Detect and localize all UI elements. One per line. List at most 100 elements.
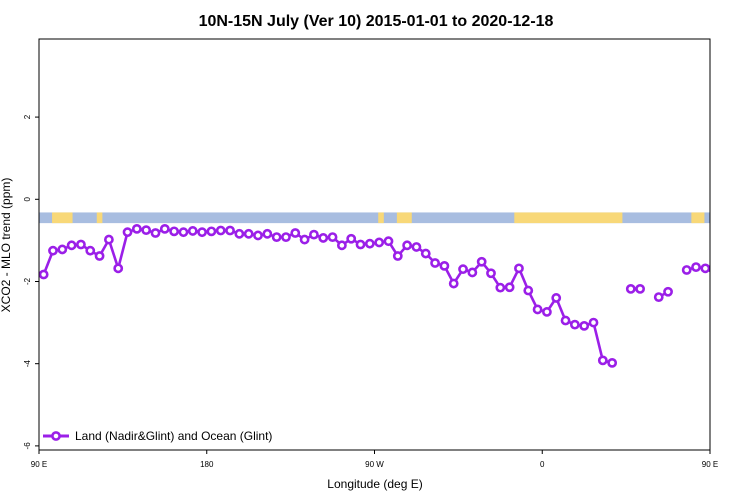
land-region [378, 212, 384, 224]
data-point [551, 293, 562, 303]
data-point [197, 227, 207, 238]
data-point [467, 267, 478, 278]
data-point [635, 283, 646, 294]
data-point [411, 242, 422, 252]
data-point [299, 234, 310, 245]
data-point [709, 271, 710, 275]
data-point [430, 258, 440, 268]
land-ocean-band [39, 212, 732, 224]
data-point [131, 223, 142, 234]
data-point [76, 239, 86, 250]
data-point [625, 283, 636, 294]
chart-title: 10N-15N July (Ver 10) 2015-01-01 to 2020… [199, 13, 554, 30]
data-point [730, 247, 737, 254]
data-point [309, 229, 319, 240]
y-tick-label: -4 [23, 360, 32, 368]
series-line [42, 227, 613, 365]
data-point [495, 282, 506, 293]
data-point [57, 244, 68, 255]
data-point [103, 234, 114, 245]
data-point [318, 233, 329, 243]
data-point [504, 282, 515, 293]
legend-marker [51, 431, 61, 441]
data-point [271, 232, 282, 243]
land-region [52, 212, 73, 224]
data-point [85, 245, 96, 256]
series-layer [39, 223, 746, 368]
land-region [396, 212, 412, 224]
x-axis-label: Longitude (deg E) [327, 477, 422, 491]
data-point [439, 260, 450, 271]
data-point [234, 228, 245, 239]
data-point [653, 292, 664, 303]
data-point [374, 237, 385, 248]
data-point [141, 225, 152, 236]
land-region [691, 212, 705, 224]
data-point [215, 225, 226, 236]
data-point [327, 232, 338, 243]
data-point [691, 262, 701, 273]
data-point [122, 227, 133, 238]
data-point [458, 264, 468, 275]
data-point [420, 248, 431, 259]
x-tick-label: 90 E [702, 460, 718, 469]
data-point [48, 245, 58, 256]
x-tick-label: 90 W [365, 460, 384, 469]
data-point [206, 226, 217, 237]
y-tick-label: -2 [23, 277, 32, 285]
data-point [681, 265, 692, 275]
data-point [66, 240, 77, 251]
legend: Land (Nadir&Glint) and Ocean (Glint) [43, 429, 272, 443]
data-point [607, 357, 618, 368]
data-point [346, 233, 357, 244]
data-point [336, 240, 347, 251]
data-point [486, 268, 496, 279]
data-point [39, 269, 49, 280]
land-region [96, 212, 103, 224]
data-point [532, 304, 543, 315]
data-point [150, 228, 161, 238]
data-point [663, 286, 673, 297]
data-point [402, 240, 413, 251]
data-point [290, 228, 301, 238]
data-point [514, 263, 524, 274]
data-point [355, 239, 366, 250]
ocean-band [39, 212, 710, 224]
data-point [392, 251, 403, 261]
data-point [169, 226, 180, 237]
data-point [383, 236, 394, 247]
data-point [364, 238, 375, 249]
data-point [281, 232, 291, 243]
data-point [187, 226, 198, 236]
data-point [243, 228, 254, 239]
y-tick-label: 0 [23, 197, 32, 202]
data-point [720, 248, 727, 255]
data-point [448, 278, 459, 289]
data-point [560, 315, 571, 326]
data-point [113, 263, 124, 274]
legend-label: Land (Nadir&Glint) and Ocean (Glint) [75, 429, 272, 443]
x-tick-label: 0 [540, 460, 545, 469]
data-point [476, 256, 487, 267]
data-point [542, 307, 552, 317]
data-point [597, 355, 608, 366]
y-tick-label: 2 [23, 114, 32, 119]
data-point [94, 251, 105, 261]
land-region [514, 212, 623, 224]
data-point [700, 263, 710, 274]
land-region [721, 212, 732, 223]
data-point [588, 317, 599, 328]
data-point [569, 319, 580, 330]
data-point [225, 225, 235, 236]
y-axis: 2 0 -2 -4 -6 [23, 114, 39, 449]
y-axis-label: XCO2 - MLO trend (ppm) [0, 178, 13, 313]
y-tick-label: -6 [23, 442, 32, 450]
data-point [579, 320, 590, 331]
data-point [178, 227, 189, 238]
x-tick-label: 90 E [31, 460, 47, 469]
data-point [739, 243, 746, 250]
data-point [523, 285, 534, 296]
x-tick-label: 180 [200, 460, 214, 469]
data-point [159, 223, 170, 234]
